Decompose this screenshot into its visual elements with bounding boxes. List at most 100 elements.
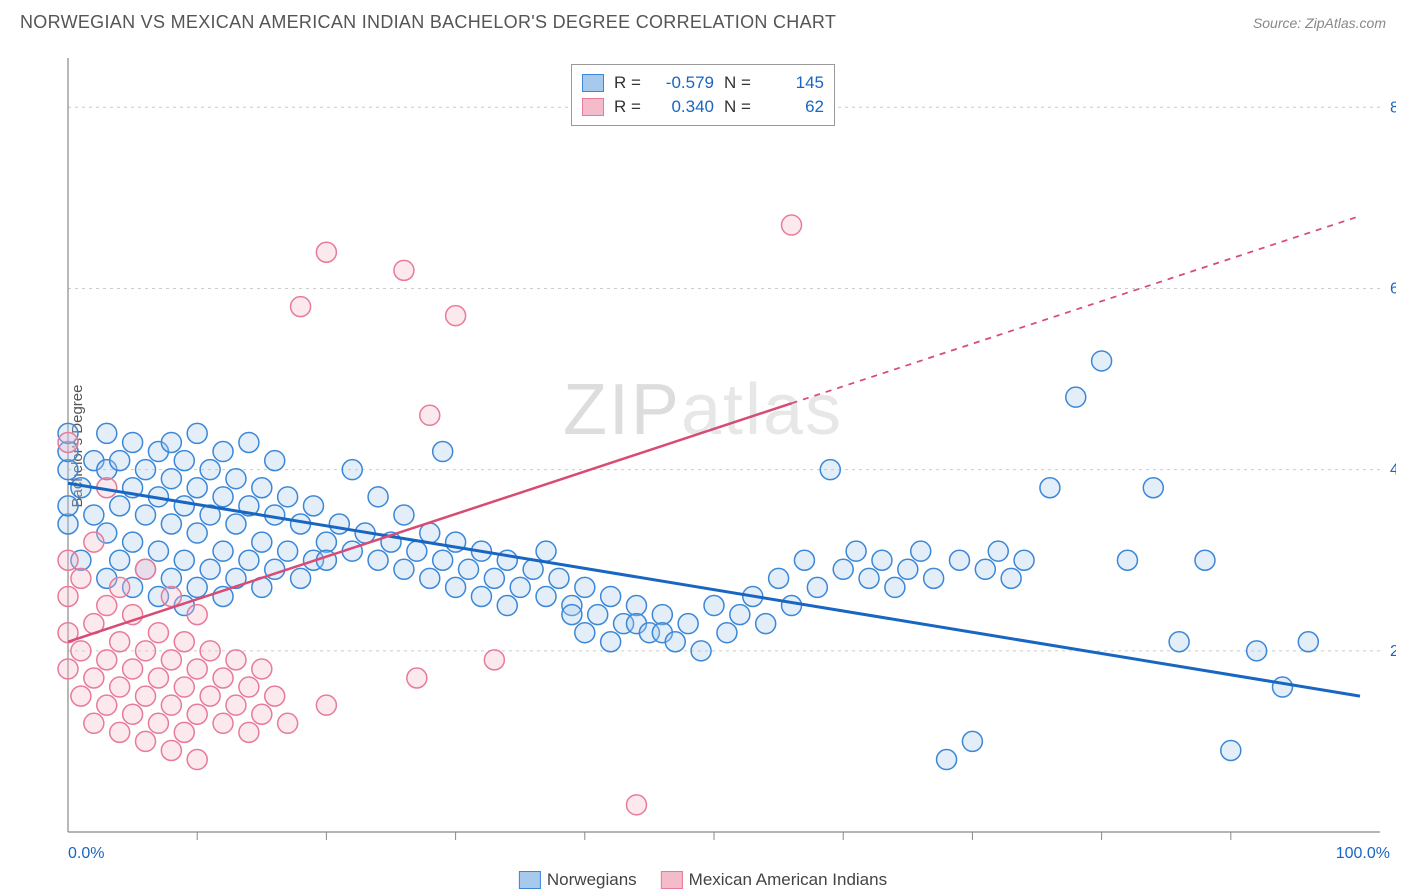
source-link[interactable]: ZipAtlas.com (1305, 15, 1386, 31)
data-point (278, 713, 298, 733)
data-point (161, 514, 181, 534)
data-point (329, 514, 349, 534)
svg-text:80.0%: 80.0% (1390, 99, 1396, 116)
data-point (123, 704, 143, 724)
data-point (420, 568, 440, 588)
data-point (303, 496, 323, 516)
data-point (58, 550, 78, 570)
data-point (123, 432, 143, 452)
data-point (471, 586, 491, 606)
data-point (252, 704, 272, 724)
data-point (239, 432, 259, 452)
data-point (110, 550, 130, 570)
data-point (110, 722, 130, 742)
stat-legend-row: R =0.340N =62 (582, 95, 824, 119)
data-point (148, 713, 168, 733)
data-point (161, 740, 181, 760)
data-point (84, 532, 104, 552)
series-legend: NorwegiansMexican American Indians (519, 870, 887, 890)
data-point (97, 650, 117, 670)
data-point (601, 586, 621, 606)
data-point (200, 641, 220, 661)
data-point (820, 460, 840, 480)
data-point (316, 532, 336, 552)
data-point (136, 559, 156, 579)
data-point (1001, 568, 1021, 588)
data-point (278, 541, 298, 561)
data-point (58, 514, 78, 534)
data-point (872, 550, 892, 570)
data-point (110, 451, 130, 471)
data-point (536, 586, 556, 606)
data-point (975, 559, 995, 579)
data-point (174, 496, 194, 516)
svg-text:100.0%: 100.0% (1336, 845, 1390, 862)
data-point (97, 596, 117, 616)
data-point (213, 668, 233, 688)
data-point (200, 559, 220, 579)
data-point (678, 614, 698, 634)
data-point (859, 568, 879, 588)
data-point (1221, 740, 1241, 760)
data-point (652, 605, 672, 625)
data-point (58, 496, 78, 516)
data-point (626, 596, 646, 616)
data-point (691, 641, 711, 661)
title-bar: NORWEGIAN VS MEXICAN AMERICAN INDIAN BAC… (0, 0, 1406, 39)
data-point (110, 632, 130, 652)
svg-text:40.0%: 40.0% (1390, 462, 1396, 479)
data-point (84, 505, 104, 525)
data-point (136, 505, 156, 525)
legend-swatch (661, 871, 683, 889)
data-point (575, 577, 595, 597)
data-point (316, 695, 336, 715)
data-point (252, 478, 272, 498)
data-point (626, 795, 646, 815)
data-point (510, 577, 530, 597)
data-point (394, 260, 414, 280)
data-point (71, 641, 91, 661)
data-point (1143, 478, 1163, 498)
data-point (937, 750, 957, 770)
data-point (110, 677, 130, 697)
data-point (148, 623, 168, 643)
data-point (84, 713, 104, 733)
data-point (833, 559, 853, 579)
data-point (200, 460, 220, 480)
plot-area: 20.0%40.0%60.0%80.0%0.0%100.0% (50, 52, 1396, 882)
data-point (97, 423, 117, 443)
data-point (949, 550, 969, 570)
data-point (484, 568, 504, 588)
data-point (291, 297, 311, 317)
data-point (226, 650, 246, 670)
data-point (226, 514, 246, 534)
data-point (407, 668, 427, 688)
data-point (911, 541, 931, 561)
data-point (394, 559, 414, 579)
stat-legend-row: R =-0.579N =145 (582, 71, 824, 95)
data-point (161, 695, 181, 715)
data-point (769, 568, 789, 588)
data-point (84, 668, 104, 688)
chart-title: NORWEGIAN VS MEXICAN AMERICAN INDIAN BAC… (20, 12, 836, 33)
data-point (161, 568, 181, 588)
data-point (58, 586, 78, 606)
data-point (368, 487, 388, 507)
data-point (252, 532, 272, 552)
data-point (536, 541, 556, 561)
data-point (601, 632, 621, 652)
data-point (316, 242, 336, 262)
data-point (924, 568, 944, 588)
data-point (846, 541, 866, 561)
statistics-legend: R =-0.579N =145R =0.340N =62 (571, 64, 835, 126)
data-point (730, 605, 750, 625)
data-point (161, 469, 181, 489)
data-point (265, 451, 285, 471)
svg-text:60.0%: 60.0% (1390, 280, 1396, 297)
data-point (433, 550, 453, 570)
data-point (187, 750, 207, 770)
data-point (213, 487, 233, 507)
data-point (665, 632, 685, 652)
data-point (756, 614, 776, 634)
data-point (575, 623, 595, 643)
